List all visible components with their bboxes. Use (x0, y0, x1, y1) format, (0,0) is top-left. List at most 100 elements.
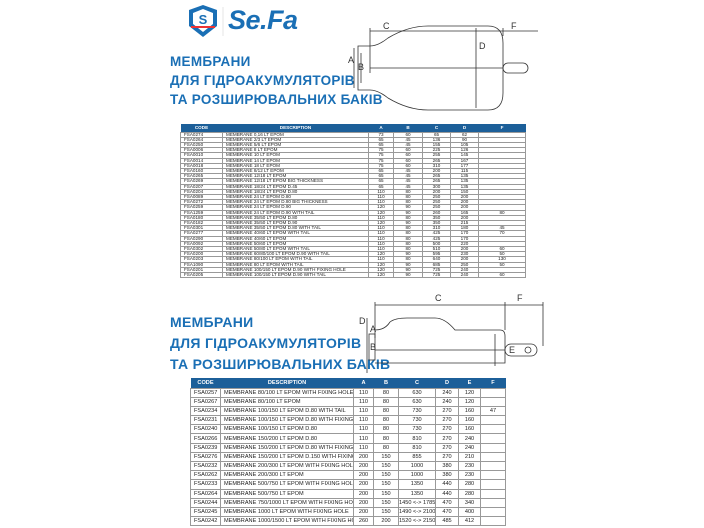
cell-c: 730 (398, 424, 436, 435)
table-row: FSA1090 MEMBRANE 80 LT EPOM WITH TAIL 120 9… (180, 261, 526, 268)
cell-c: 630 (398, 396, 436, 407)
cell-e: 280 (458, 479, 481, 490)
table-row: FSA0089 MEMBRANE 24 LT EPOM D.80 110 80 250 2… (180, 193, 526, 201)
cell-code: FSA0232 (190, 460, 221, 472)
table-row: FSA0203 MEMBRANE 80/100 LT EPOM WITH TAIL… (180, 256, 526, 263)
cell-b: 150 (373, 451, 399, 463)
cell-b: 80 (373, 405, 399, 417)
diagram-label-a: A (370, 324, 376, 334)
cell-c: 630 (398, 387, 436, 398)
cell-description: MEMBRANE 1000/1500 LT EPOM WITH FIXING H… (220, 516, 354, 527)
cell-description: MEMBRANE 150/200 LT EPOM D.150 WITH FIXI… (220, 451, 354, 463)
cell-e: 280 (458, 488, 481, 499)
heading-line: МЕМБРАНИ (170, 314, 254, 330)
cell-b: 80 (373, 387, 399, 398)
cell-code: FSA0266 (190, 433, 221, 444)
table-row: FSA0267 MEMBRANE 80/100 LT EPOM 110 80 630 24… (190, 396, 506, 407)
diagram-label-b: B (358, 62, 364, 72)
cell-code: FSA0276 (190, 451, 221, 463)
diagram-label-f: F (517, 293, 523, 303)
cell-a: 110 (353, 433, 374, 444)
cell-f (480, 396, 506, 407)
membrane-table-2: CODE DESCRIPTION A B C D E F FSA0257 MEMBRANE 80/… (190, 378, 506, 527)
cell-description: MEMBRANE 500/750 LT EPOM WITH FIXING HOL… (220, 479, 354, 490)
cell-e: 400 (458, 506, 481, 518)
cell-a: 200 (353, 470, 374, 481)
cell-f: 80 (478, 209, 526, 216)
table-row: FSA0272 MEMBRANE 24 LT EPOM D.80 BIG THIC… (180, 199, 526, 206)
cell-a: 260 (353, 516, 374, 527)
cell-c: 730 (398, 415, 436, 426)
cell-code: FSA0257 (190, 387, 221, 398)
cell-e: 120 (458, 396, 481, 407)
cell-description: MEMBRANE 100/150 LT EPOM D.80 (220, 424, 354, 435)
cell-description: MEMBRANE 100/150 LT EPOM D.80 WITH TAIL (220, 405, 354, 417)
table-row: FSA0240 MEMBRANE 100/150 LT EPOM D.80 110 8… (190, 424, 506, 435)
diagram-label-d: D (359, 316, 366, 326)
cell-a: 200 (353, 460, 374, 472)
column-header-c: C (398, 378, 436, 388)
cell-f (480, 415, 506, 426)
diagram-label-c: C (435, 293, 442, 303)
cell-e: 160 (458, 415, 481, 426)
cell-d: 440 (435, 479, 459, 490)
cell-f: 47 (480, 405, 506, 417)
cell-f: 45 (478, 225, 526, 232)
cell-description: MEMBRANE 80/100 LT EPOM WITH FIXING HOLE (220, 387, 354, 398)
cell-description: MEMBRANE 150/200 LT EPOM D.80 (220, 433, 354, 444)
membrane-diagram-2: C F D A B E (359, 293, 544, 373)
column-header-f: F (478, 124, 526, 132)
cell-c: 810 (398, 442, 436, 453)
table-row: FSA0276 MEMBRANE 150/200 LT EPOM D.150 WI… (190, 451, 506, 463)
cell-e: 240 (458, 442, 481, 453)
cell-a: 110 (353, 442, 374, 453)
cell-code: FSA0267 (190, 396, 221, 407)
cell-b: 80 (373, 433, 399, 444)
diagram-label-a: A (348, 55, 354, 65)
table-row: FSA0239 MEMBRANE 150/200 LT EPOM D.80 WIT… (190, 442, 506, 453)
column-header-description: DESCRIPTION (220, 378, 354, 388)
cell-f: 130 (478, 256, 526, 263)
cell-f (480, 451, 506, 463)
cell-a: 200 (353, 451, 374, 463)
table-row: FSA0266 MEMBRANE 150/200 LT EPOM D.80 110 8… (190, 433, 506, 444)
cell-a: 110 (353, 396, 374, 407)
column-header-a: A (368, 124, 394, 132)
cell-c: 1520 <-> 2150 (398, 516, 436, 527)
cell-b: 90 (393, 271, 423, 279)
cell-d: 240 (450, 271, 479, 279)
cell-b: 80 (373, 415, 399, 426)
cell-f (480, 470, 506, 481)
cell-f: 50 (478, 251, 526, 258)
table-row: FSA0257 MEMBRANE 80/100 LT EPOM WITH FIXI… (190, 387, 506, 398)
cell-d: 470 (435, 497, 459, 508)
table-row: FSA0264 MEMBRANE 500/750 LT EPOM 200 150 135… (190, 488, 506, 499)
cell-code: FSA0264 (190, 488, 221, 499)
column-header-f: F (480, 378, 506, 388)
table-row: FSA0205 MEMBRANE 100/150 LT EPOM D.90 WIT… (180, 271, 526, 279)
diagram-label-f: F (511, 21, 517, 31)
cell-code: FSA0244 (190, 497, 221, 508)
sefa-logo-emblem: S (189, 5, 224, 37)
table-row: FSA0160 MEMBRANE 8/12 LT EPOM 65 45 200 115 (180, 167, 526, 175)
cell-a: 200 (353, 506, 374, 518)
cell-c: 1350 (398, 488, 436, 499)
cell-b: 80 (373, 442, 399, 453)
cell-d: 270 (435, 433, 459, 444)
cell-f (480, 424, 506, 435)
membrane-diagram-1: C F D A B (348, 21, 538, 111)
cell-d: 270 (435, 405, 459, 417)
membrane-table-1: CODE DESCRIPTION A B C D F FSA0274 MEMBRANE 0,16… (180, 124, 526, 279)
diagram-label-b: B (370, 342, 376, 352)
column-header-b: B (393, 124, 423, 132)
cell-description: MEMBRANE 1000 LT EPOM WITH FIXING HOLE (220, 506, 354, 518)
cell-f (480, 497, 506, 508)
cell-d: 380 (435, 460, 459, 472)
cell-c: 1450 <-> 1785 (398, 497, 436, 508)
cell-b: 80 (373, 396, 399, 407)
cell-e: 230 (458, 460, 481, 472)
table-row: FSA0233 MEMBRANE 500/750 LT EPOM WITH FIX… (190, 479, 506, 490)
cell-d: 470 (435, 506, 459, 518)
cell-description: MEMBRANE 80/100 LT EPOM (220, 396, 354, 407)
cell-f (480, 387, 506, 398)
